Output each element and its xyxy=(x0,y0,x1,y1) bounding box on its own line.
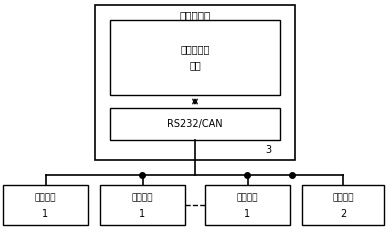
Text: 检测节点: 检测节点 xyxy=(35,194,56,203)
Text: RS232/CAN: RS232/CAN xyxy=(167,119,223,129)
Text: 1: 1 xyxy=(140,209,145,219)
Text: 检测节点: 检测节点 xyxy=(237,194,258,203)
Text: 算机: 算机 xyxy=(189,61,201,70)
Text: 3: 3 xyxy=(265,145,271,155)
Text: 现场监控端: 现场监控端 xyxy=(179,10,211,20)
Bar xyxy=(110,108,280,140)
Text: 2: 2 xyxy=(340,209,346,219)
Bar xyxy=(302,185,384,225)
Bar xyxy=(110,20,280,95)
Bar xyxy=(100,185,185,225)
Bar xyxy=(3,185,88,225)
Text: 检测节点: 检测节点 xyxy=(132,194,153,203)
Text: 1: 1 xyxy=(245,209,250,219)
Bar xyxy=(95,5,295,160)
Text: 控制节点: 控制节点 xyxy=(332,194,354,203)
Text: 工业控制计: 工业控制计 xyxy=(180,45,210,55)
Text: 1: 1 xyxy=(43,209,49,219)
Bar xyxy=(205,185,290,225)
